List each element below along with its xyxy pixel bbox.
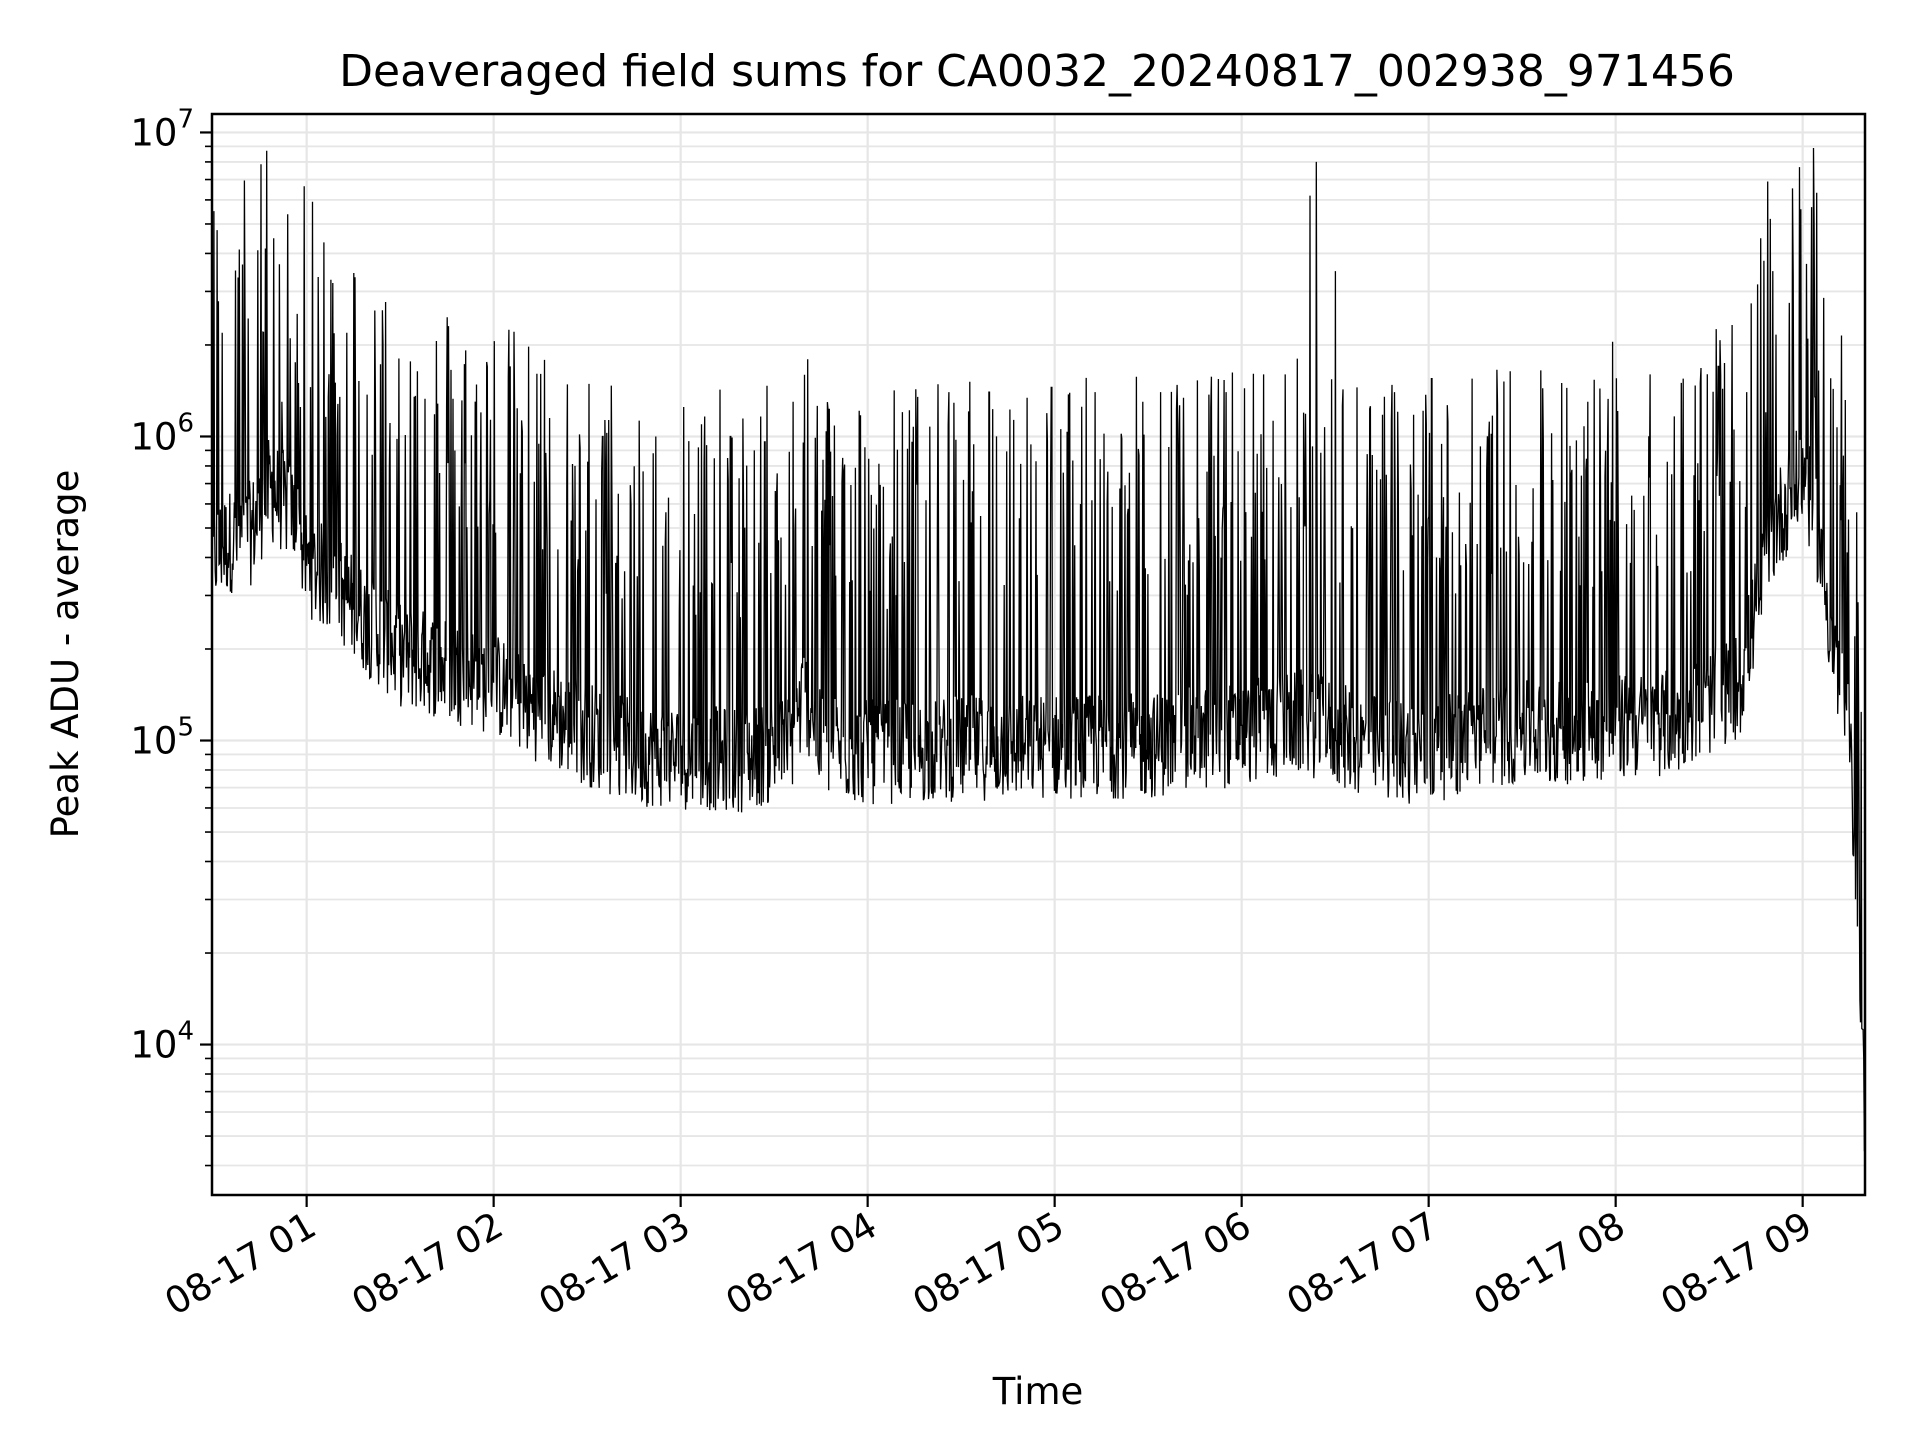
y-tick-label: 107 [130,104,194,154]
series-line [212,147,1865,1152]
y-tick-label: 106 [130,408,194,458]
chart-title: Deaveraged field sums for CA0032_2024081… [339,46,1735,97]
series-group [212,147,1865,1152]
y-tick-label: 104 [130,1017,194,1067]
x-axis-label: Time [992,1370,1084,1413]
y-tick-label: 105 [130,713,194,763]
plot-frame [210,112,1867,1197]
plot-area [212,147,1865,1152]
grid [212,114,1865,1195]
y-axis-label: Peak ADU - average [44,470,87,839]
y-axis: 104 105 106 107 [130,104,212,1167]
